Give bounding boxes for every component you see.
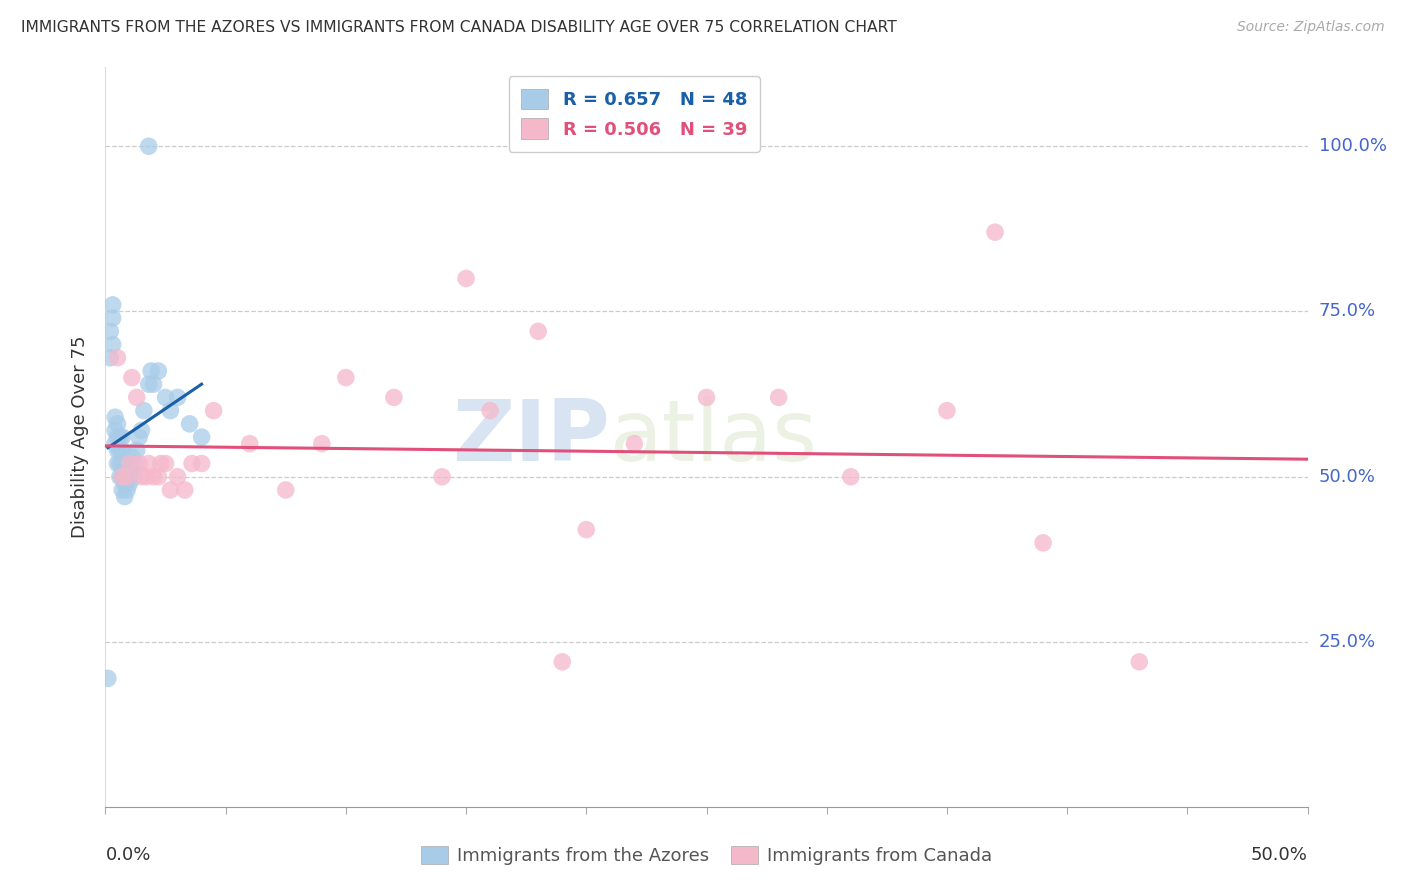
Point: [108, 443, 131, 458]
Point: [575, 523, 598, 537]
Point: [202, 403, 225, 417]
Point: [159, 403, 181, 417]
Point: [274, 483, 297, 497]
Point: [142, 377, 165, 392]
Point: [115, 457, 138, 471]
Point: [107, 430, 129, 444]
Point: [125, 443, 148, 458]
Point: [111, 469, 134, 483]
Point: [108, 469, 131, 483]
Point: [166, 469, 188, 483]
Point: [479, 403, 502, 417]
Point: [111, 443, 134, 458]
Point: [155, 391, 177, 405]
Point: [101, 298, 124, 312]
Point: [696, 391, 718, 405]
Point: [101, 311, 124, 326]
Point: [623, 436, 645, 450]
Point: [104, 436, 127, 450]
Point: [311, 436, 333, 450]
Point: [114, 476, 136, 491]
Text: 25.0%: 25.0%: [1319, 633, 1376, 651]
Point: [128, 457, 150, 471]
Point: [166, 391, 188, 405]
Point: [382, 391, 405, 405]
Point: [527, 324, 550, 338]
Point: [551, 655, 574, 669]
Point: [121, 370, 143, 384]
Point: [98, 351, 121, 365]
Point: [104, 410, 127, 425]
Point: [121, 463, 143, 477]
Point: [107, 351, 129, 365]
Point: [108, 430, 131, 444]
Text: atlas: atlas: [610, 395, 818, 479]
Point: [114, 463, 136, 477]
Point: [124, 469, 146, 483]
Point: [128, 430, 150, 444]
Point: [138, 377, 160, 392]
Point: [97, 671, 120, 685]
Text: Source: ZipAtlas.com: Source: ZipAtlas.com: [1237, 20, 1385, 34]
Point: [768, 391, 790, 405]
Point: [111, 430, 134, 444]
Point: [101, 337, 124, 351]
Point: [155, 457, 177, 471]
Text: ZIP: ZIP: [453, 395, 610, 479]
Point: [111, 483, 134, 497]
Text: IMMIGRANTS FROM THE AZORES VS IMMIGRANTS FROM CANADA DISABILITY AGE OVER 75 CORR: IMMIGRANTS FROM THE AZORES VS IMMIGRANTS…: [21, 20, 897, 35]
Point: [190, 457, 212, 471]
Point: [118, 476, 141, 491]
Point: [107, 443, 129, 458]
Point: [118, 463, 141, 477]
Point: [984, 225, 1007, 239]
Point: [111, 469, 134, 483]
Point: [142, 469, 165, 483]
Point: [190, 430, 212, 444]
Point: [148, 469, 170, 483]
Point: [131, 424, 153, 438]
Point: [1128, 655, 1150, 669]
Point: [148, 364, 170, 378]
Text: 50.0%: 50.0%: [1251, 847, 1308, 864]
Point: [111, 457, 134, 471]
Text: 75.0%: 75.0%: [1319, 302, 1376, 320]
Point: [124, 457, 146, 471]
Point: [121, 450, 143, 464]
Point: [179, 417, 201, 431]
Y-axis label: Disability Age Over 75: Disability Age Over 75: [72, 335, 90, 539]
Point: [115, 469, 138, 483]
Point: [135, 469, 157, 483]
Legend: Immigrants from the Azores, Immigrants from Canada: Immigrants from the Azores, Immigrants f…: [413, 838, 1000, 872]
Point: [138, 457, 160, 471]
Point: [114, 490, 136, 504]
Point: [98, 324, 121, 338]
Point: [115, 469, 138, 483]
Point: [139, 364, 162, 378]
Text: 100.0%: 100.0%: [1319, 137, 1386, 155]
Point: [108, 457, 131, 471]
Point: [1032, 536, 1054, 550]
Text: 50.0%: 50.0%: [1319, 467, 1375, 486]
Point: [115, 483, 138, 497]
Point: [239, 436, 262, 450]
Point: [149, 457, 172, 471]
Text: 0.0%: 0.0%: [105, 847, 150, 864]
Point: [173, 483, 195, 497]
Point: [138, 139, 160, 153]
Point: [839, 469, 862, 483]
Point: [335, 370, 357, 384]
Point: [118, 457, 141, 471]
Point: [454, 271, 477, 285]
Point: [132, 403, 155, 417]
Point: [159, 483, 181, 497]
Point: [107, 457, 129, 471]
Point: [107, 417, 129, 431]
Point: [936, 403, 959, 417]
Point: [125, 391, 148, 405]
Point: [131, 469, 153, 483]
Point: [104, 424, 127, 438]
Point: [181, 457, 204, 471]
Point: [430, 469, 453, 483]
